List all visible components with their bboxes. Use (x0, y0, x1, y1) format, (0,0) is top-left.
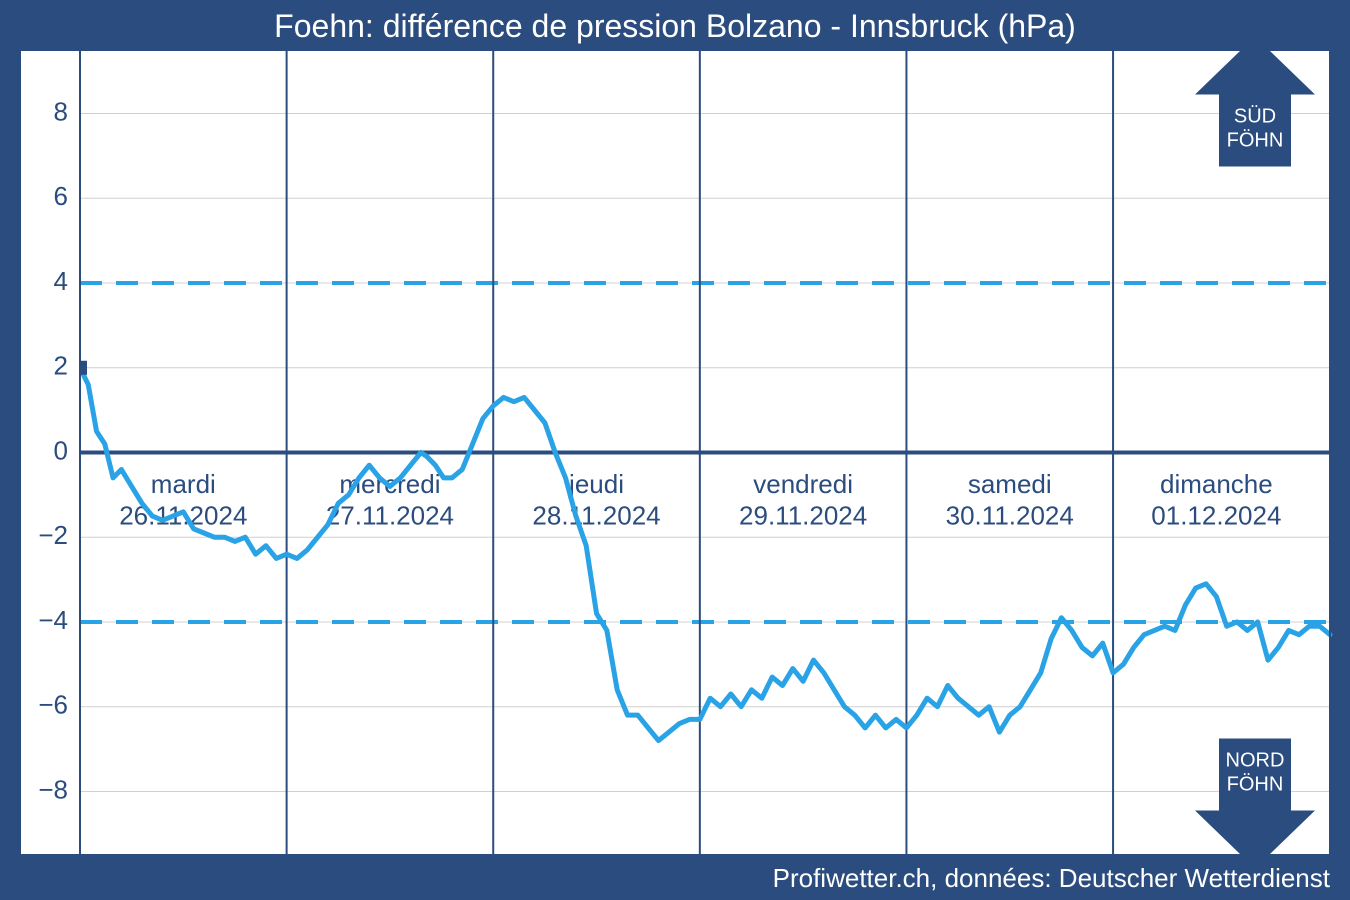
svg-text:−2: −2 (38, 520, 68, 550)
day-weekday-label: jeudi (568, 469, 624, 499)
arrow-label: NORD (1226, 750, 1285, 772)
arrow-label: FÖHN (1227, 774, 1284, 796)
svg-text:8: 8 (54, 96, 68, 126)
chart-footer: Profiwetter.ch, données: Deutscher Wette… (773, 863, 1330, 894)
svg-text:−6: −6 (38, 690, 68, 720)
day-date-label: 27.11.2024 (326, 501, 454, 531)
svg-text:0: 0 (54, 435, 68, 465)
arrow-label: FÖHN (1227, 130, 1284, 152)
svg-text:2: 2 (54, 351, 68, 381)
day-weekday-label: vendredi (753, 469, 853, 499)
svg-text:6: 6 (54, 181, 68, 211)
day-weekday-label: mardi (151, 469, 216, 499)
chart-container: −8−6−4−202468mardi26.11.2024mercredi27.1… (0, 0, 1350, 900)
day-weekday-label: samedi (968, 469, 1052, 499)
svg-text:4: 4 (54, 266, 68, 296)
day-date-label: 01.12.2024 (1151, 501, 1281, 531)
day-date-label: 29.11.2024 (739, 501, 867, 531)
day-date-label: 28.11.2024 (532, 501, 660, 531)
svg-text:−8: −8 (38, 774, 68, 804)
arrow-label: SÜD (1234, 106, 1276, 128)
svg-text:−4: −4 (38, 605, 68, 635)
day-date-label: 30.11.2024 (946, 501, 1074, 531)
chart-title: Foehn: différence de pression Bolzano - … (0, 8, 1350, 45)
chart-svg: −8−6−4−202468mardi26.11.2024mercredi27.1… (0, 0, 1350, 900)
day-weekday-label: dimanche (1160, 469, 1273, 499)
